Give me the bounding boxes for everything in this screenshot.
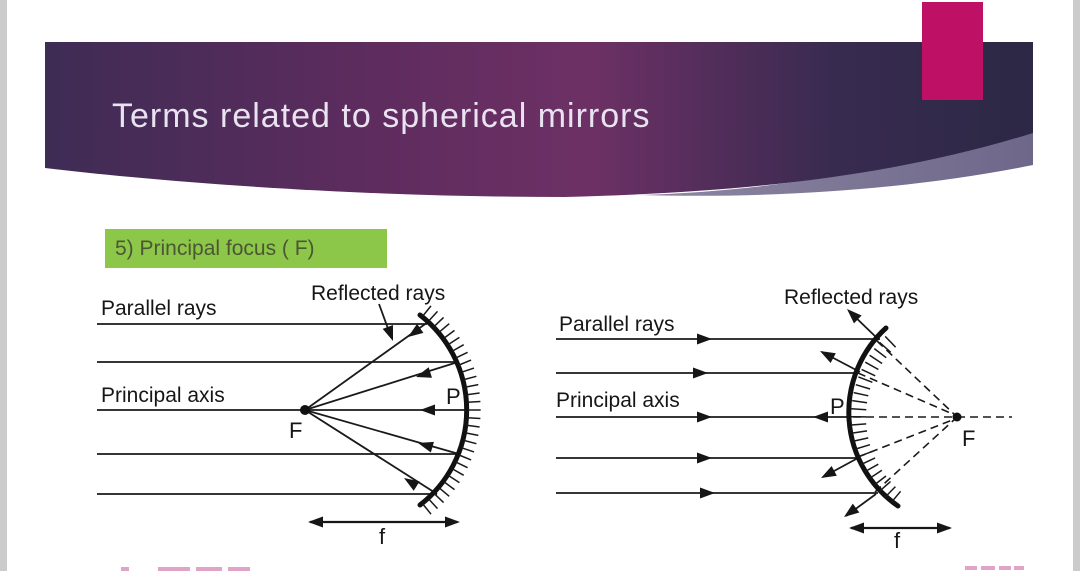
right-parallel-rays-label: Parallel rays [559,313,675,336]
section-badge-label: 5) Principal focus ( F) [115,237,315,260]
header-banner [45,42,1033,197]
incident-rays [97,323,466,495]
right-reflected-rays-label: Reflected rays [784,286,919,309]
banner-main-shape [45,42,1033,197]
accent-bar [922,2,983,100]
mirror-back-hatching [850,335,902,504]
concave-mirror-diagram [97,303,481,528]
focus-point [300,405,310,415]
right-focal-length-label: f [894,528,901,553]
section-badge: 5) Principal focus ( F) [105,229,387,268]
convex-mirror-arc [846,325,901,509]
virtual-focus-point [952,412,962,422]
banner-swoosh-shape [640,126,1033,196]
left-parallel-rays-label: Parallel rays [101,297,217,320]
reflected-rays [304,321,460,495]
right-principal-axis-label: Principal axis [556,389,680,412]
left-gutter [0,0,7,571]
focal-length-arrow [308,516,460,528]
reflected-rays [813,305,880,522]
left-principal-axis-label: Principal axis [101,384,225,407]
left-focus-label: F [289,418,303,443]
right-focus-label: F [962,426,976,451]
right-pole-label: P [830,394,845,419]
left-pole-label: P [446,384,461,409]
reflected-rays-pointer-arrow [378,303,399,343]
left-reflected-rays-label: Reflected rays [311,282,446,305]
slide-title: Terms related to spherical mirrors [112,97,651,135]
right-gutter [1073,0,1080,571]
incident-rays [556,333,880,499]
virtual-ray-extensions [853,340,1012,493]
left-focal-length-label: f [379,524,386,549]
convex-mirror-diagram [556,305,1012,534]
focal-length-arrow [849,522,952,534]
concave-mirror-arc [417,312,470,508]
mirror-back-hatching [422,305,481,515]
